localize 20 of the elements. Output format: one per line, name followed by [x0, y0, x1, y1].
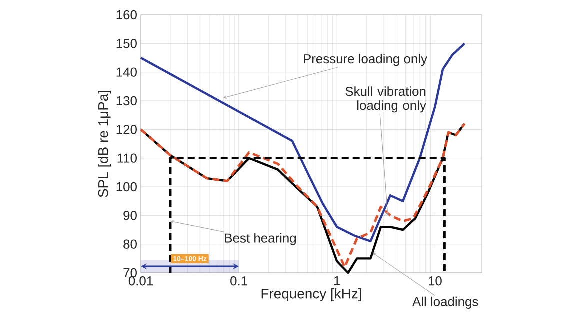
y-tick-label: 120 — [116, 125, 137, 134]
y-tick-label: 70 — [124, 268, 137, 278]
y-tick-label: 130 — [116, 96, 137, 106]
annotation: All loadings — [412, 296, 478, 309]
y-tick-label: 110 — [118, 154, 137, 163]
y-tick-label: 140 — [116, 68, 137, 77]
y-tick-label: 90 — [124, 211, 137, 220]
y-tick-label: 80 — [124, 240, 137, 249]
y-tick-label: 100 — [116, 182, 137, 192]
x-tick-label: 10 — [428, 276, 442, 286]
x-tick-label: 0.1 — [230, 276, 248, 286]
y-tick-label: 150 — [116, 39, 137, 48]
x-axis-title: Frequency [kHz] — [262, 288, 362, 302]
annotation: Pressure loading only — [304, 54, 428, 66]
annotation: Best hearing — [225, 233, 296, 246]
annotation: Skull vibration loading only — [346, 86, 426, 113]
x-tick-label: 0.01 — [128, 276, 153, 286]
y-tick-label: 160 — [116, 10, 137, 20]
x-tick-label: 1 — [334, 276, 340, 286]
y-axis-title: SPL [dB re 1μPa] — [98, 90, 112, 198]
